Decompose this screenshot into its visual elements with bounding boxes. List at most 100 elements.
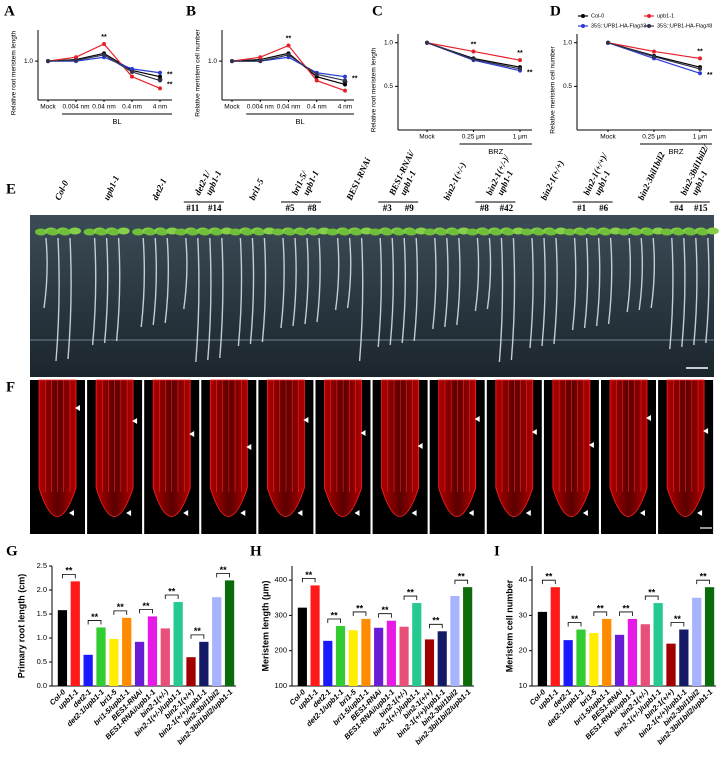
y-tick-label: 0.5 [37,657,47,666]
y-tick-label: 0.0 [37,681,47,690]
point [74,58,78,63]
root [261,237,267,343]
cotyledon [642,228,655,236]
line-number: #3 [383,203,393,213]
cotyledon [393,228,406,236]
genotype-label: det2-1 [150,177,169,202]
cotyledon [533,228,545,236]
cotyledon [198,228,211,236]
meristem-arrow [303,417,309,423]
bar [109,638,119,686]
root [358,237,364,362]
point [74,55,78,60]
cotyledon [490,228,503,236]
y-axis-label: Relative meristem cell number [195,28,202,116]
x-tick-label: 0.4 nm [307,104,327,111]
significance-bracket [593,611,608,616]
significance-bracket [696,579,710,585]
x-tick-label: 1 μm [693,134,708,141]
root [413,237,419,342]
y-tick-label: 20 [519,646,527,655]
root [444,237,449,328]
line-number: #11 [186,203,200,213]
cotyledon [83,228,96,236]
significance: ** [527,69,533,76]
cotyledon [144,228,157,236]
x-axis-label: BL [296,117,305,126]
cotyledon [253,228,266,236]
line-number: #9 [405,203,415,213]
cotyledon [350,228,363,236]
point [258,55,263,60]
root [91,237,97,346]
significance: ** [352,76,358,83]
bar [627,618,638,686]
meristem-arrow [189,431,195,437]
point [158,86,162,91]
cotyledon [117,227,130,235]
root [316,237,321,323]
point [343,88,347,93]
meristem-arrow [468,510,474,516]
x-tick-label: Mock [600,134,616,141]
bar [199,641,209,686]
significance-bracket [62,573,76,579]
point [698,56,702,61]
y-axis-label: Relative root meristem length [11,30,18,115]
cotyledon [706,227,719,235]
legend-label: Col-0 [591,13,604,19]
point [518,58,522,63]
root [486,237,492,310]
significance: ** [432,616,440,626]
cotyledon [107,228,120,236]
bar [348,630,358,686]
significance-bracket [87,620,102,625]
y-tick-label: 1.0 [384,39,393,46]
root [219,237,224,359]
y-tick-label: 1.5 [37,609,47,618]
meristem-arrow [69,510,74,516]
cotyledon [338,228,351,236]
bar [386,620,396,686]
cotyledon [174,228,187,236]
root [334,237,340,311]
panel-letter: A [4,3,15,19]
cotyledon [35,228,47,236]
significance-bracket [164,594,179,599]
genotype-label: bri1-5 [247,177,266,202]
point [130,74,134,79]
root [529,237,534,349]
root [498,237,504,363]
root [292,237,297,327]
x-tick-label: 0.04 nm [92,104,116,111]
meristem-arrow [75,405,80,411]
series-line [48,56,161,74]
bar [160,628,170,686]
point [130,66,134,71]
bar [83,654,93,686]
line-number: #14 [208,203,222,213]
root [195,237,200,363]
point [286,43,291,48]
meristem-arrow [525,510,531,516]
meristem-arrow [640,510,645,516]
cotyledon [59,228,71,236]
bar [602,618,612,686]
meristem-arrow [126,510,132,516]
root [705,237,710,344]
y-axis-label: Primary root length (cm) [16,574,26,679]
bar [224,580,235,686]
cotyledon [423,228,436,236]
bar [679,629,689,686]
y-tick-label: 30 [519,610,527,619]
cotyledon [575,228,588,236]
x-tick-label: Mock [224,104,240,111]
significance: ** [597,603,605,613]
point [314,72,319,77]
bar [374,627,384,686]
meristem-arrow [132,418,138,424]
genotype-label: bin2-3bil1bil2 [636,150,667,202]
meristem-arrow [417,443,423,449]
cotyledon [672,228,685,236]
